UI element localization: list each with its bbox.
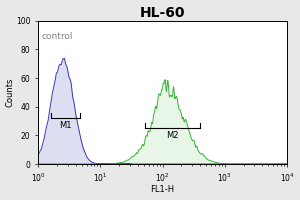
- Text: control: control: [41, 32, 73, 41]
- Text: M1: M1: [59, 121, 72, 130]
- Title: HL-60: HL-60: [140, 6, 185, 20]
- Text: M2: M2: [166, 131, 179, 140]
- X-axis label: FL1-H: FL1-H: [151, 185, 175, 194]
- Y-axis label: Counts: Counts: [6, 78, 15, 107]
